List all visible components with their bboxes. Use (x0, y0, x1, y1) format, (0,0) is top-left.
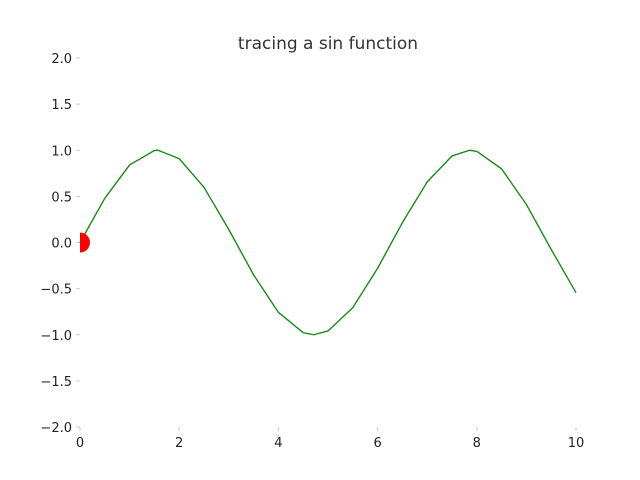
trace-point-marker (80, 232, 90, 253)
x-tick-label: 4 (274, 436, 282, 451)
y-tick-label: 1.5 (51, 98, 72, 113)
x-tick-label: 6 (373, 436, 381, 451)
y-tick-label: −0.5 (40, 283, 72, 298)
y-tick-label: 2.0 (51, 52, 72, 67)
series-group (79, 149, 577, 336)
x-tick-label: 8 (473, 436, 481, 451)
y-tick-label: 1.0 (51, 144, 72, 159)
y-tick-label: −1.5 (40, 375, 72, 390)
x-tick-label: 2 (175, 436, 183, 451)
x-tick-label: 10 (568, 436, 585, 451)
y-tick-label: −2.0 (40, 421, 72, 436)
sin-series-line (79, 149, 577, 336)
y-tick-label: 0.0 (51, 237, 72, 252)
marker-group (80, 232, 90, 253)
y-axis: 2.0 1.5 1.0 0.5 0.0 −0.5 −1.0 −1.5 −2.0 (40, 52, 80, 436)
x-axis: 0 2 4 6 8 10 (76, 427, 584, 451)
y-tick-label: −1.0 (40, 329, 72, 344)
chart-title: tracing a sin function (238, 34, 418, 54)
y-tick-label: 0.5 (51, 190, 72, 205)
x-tick-label: 0 (76, 436, 84, 451)
